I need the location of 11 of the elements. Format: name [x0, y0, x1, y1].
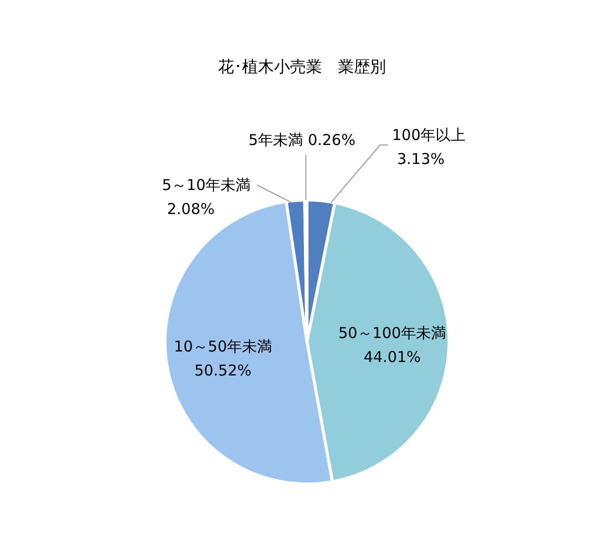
data-label: 44.01% [364, 348, 421, 366]
data-label: 2.08% [167, 200, 215, 218]
data-label: 0.26% [308, 131, 356, 149]
slice-label: 100年以上 [392, 126, 466, 144]
data-label: 3.13% [397, 150, 445, 168]
slice-label: 5年未満 [248, 131, 304, 149]
data-label: 50.52% [194, 361, 252, 380]
slice-label: 10～50年未満 [174, 337, 272, 356]
slice-label: 50～100年未満 [338, 324, 446, 342]
chart-title: 花･植木小売業 業歴別 [218, 57, 386, 76]
slice-label: 5～10年未満 [162, 176, 251, 194]
